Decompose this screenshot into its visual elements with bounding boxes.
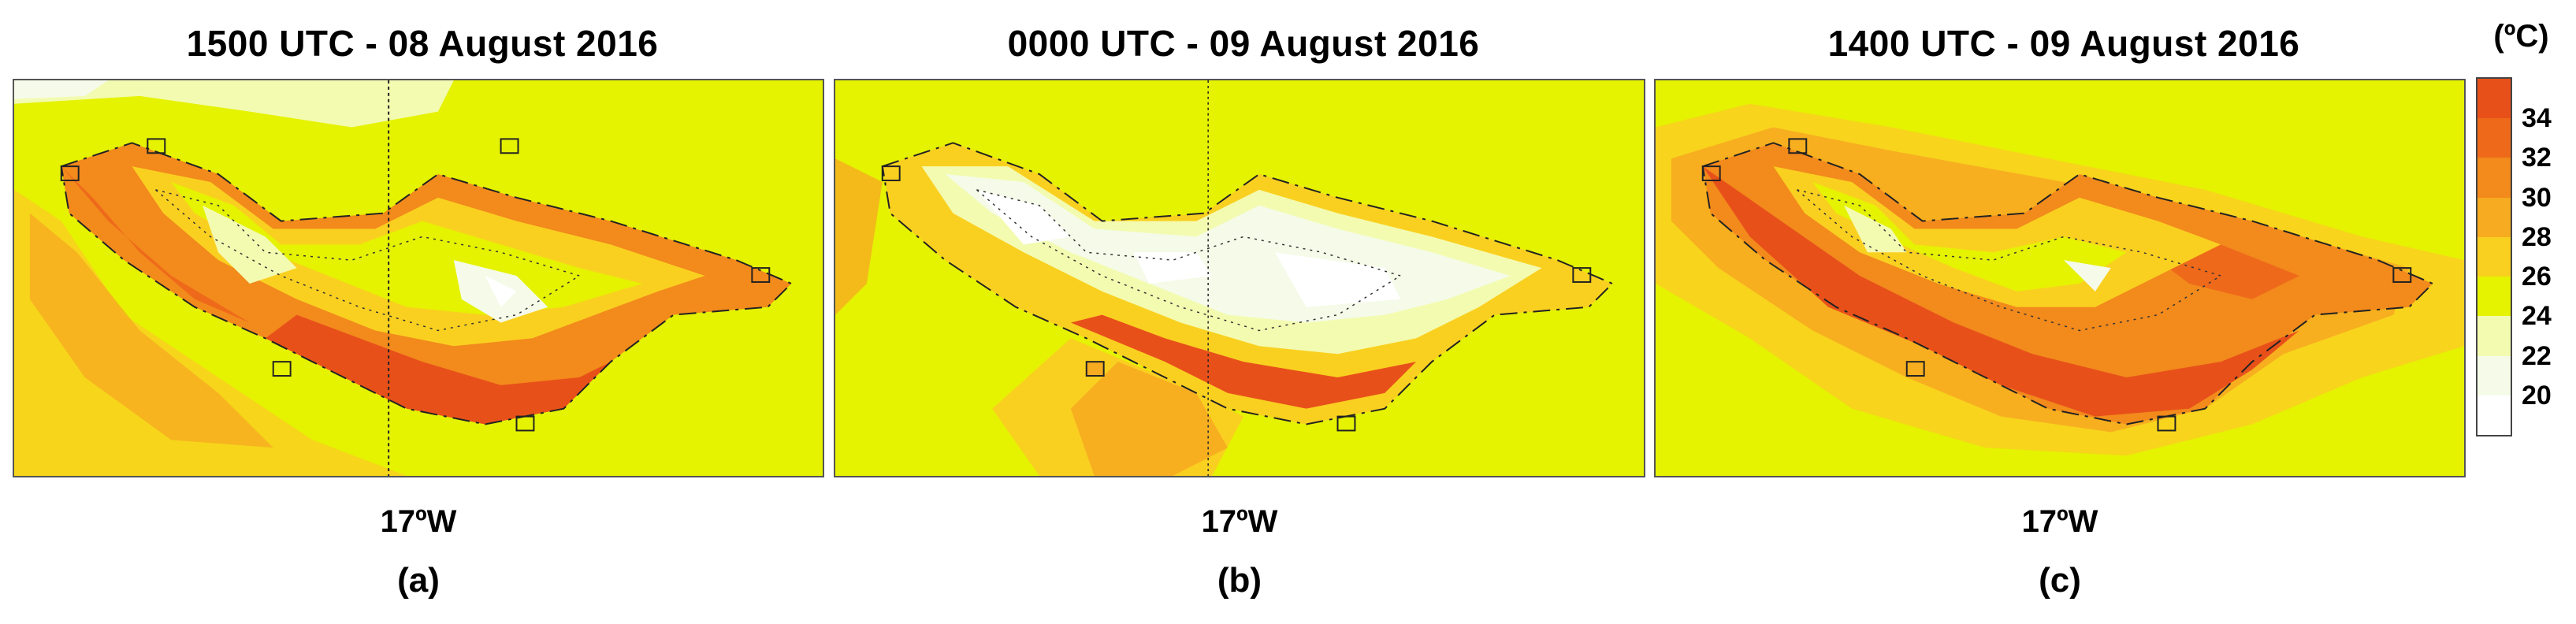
colorbar-segment — [2477, 395, 2511, 436]
colorbar: (ºC) 34 32 30 28 26 24 22 20 — [2466, 0, 2576, 624]
temperature-map-svg — [14, 80, 823, 476]
panel-letter: (a) — [397, 561, 440, 600]
panel-b: 0000 UTC - 09 August 2016 17ºW (b) — [834, 0, 1653, 624]
colorbar-segment — [2477, 355, 2511, 396]
colorbar-segment — [2477, 236, 2511, 277]
longitude-label: 17ºW — [1201, 504, 1278, 539]
colorbar-segment — [2477, 158, 2511, 199]
panel-a: 1500 UTC - 08 August 2016 — [13, 0, 832, 624]
temperature-map — [1654, 79, 2466, 477]
colorbar-tick-label: 28 — [2522, 221, 2552, 252]
panel-title: 1500 UTC - 08 August 2016 — [186, 23, 659, 64]
temperature-map — [13, 79, 824, 477]
colorbar-tick-label: 26 — [2522, 262, 2552, 292]
panel-letter: (b) — [1217, 561, 1262, 600]
panel-title: 1400 UTC - 09 August 2016 — [1827, 23, 2300, 64]
colorbar-tick-label: 24 — [2522, 301, 2552, 332]
colorbar-tick-label: 20 — [2522, 380, 2552, 410]
temperature-map-svg — [835, 80, 1644, 476]
colorbar-unit: (ºC) — [2493, 19, 2549, 54]
panel-title: 0000 UTC - 09 August 2016 — [1007, 23, 1480, 64]
colorbar-segment — [2477, 118, 2511, 158]
colorbar-tick-label: 30 — [2522, 182, 2552, 213]
longitude-label: 17ºW — [2021, 504, 2098, 539]
temperature-map-svg — [1656, 80, 2464, 476]
colorbar-segment — [2477, 197, 2511, 238]
colorbar-scale — [2476, 77, 2512, 436]
colorbar-segment — [2477, 79, 2511, 119]
colorbar-tick-label: 34 — [2522, 103, 2552, 134]
colorbar-segment — [2477, 277, 2511, 317]
longitude-label: 17ºW — [380, 504, 457, 539]
panel-letter: (c) — [2039, 561, 2081, 600]
panel-c: 1400 UTC - 09 August 2016 17ºW (c — [1654, 0, 2474, 624]
colorbar-tick-label: 32 — [2522, 143, 2552, 173]
colorbar-segment — [2477, 316, 2511, 357]
temperature-map — [834, 79, 1645, 477]
colorbar-tick-label: 22 — [2522, 340, 2552, 371]
